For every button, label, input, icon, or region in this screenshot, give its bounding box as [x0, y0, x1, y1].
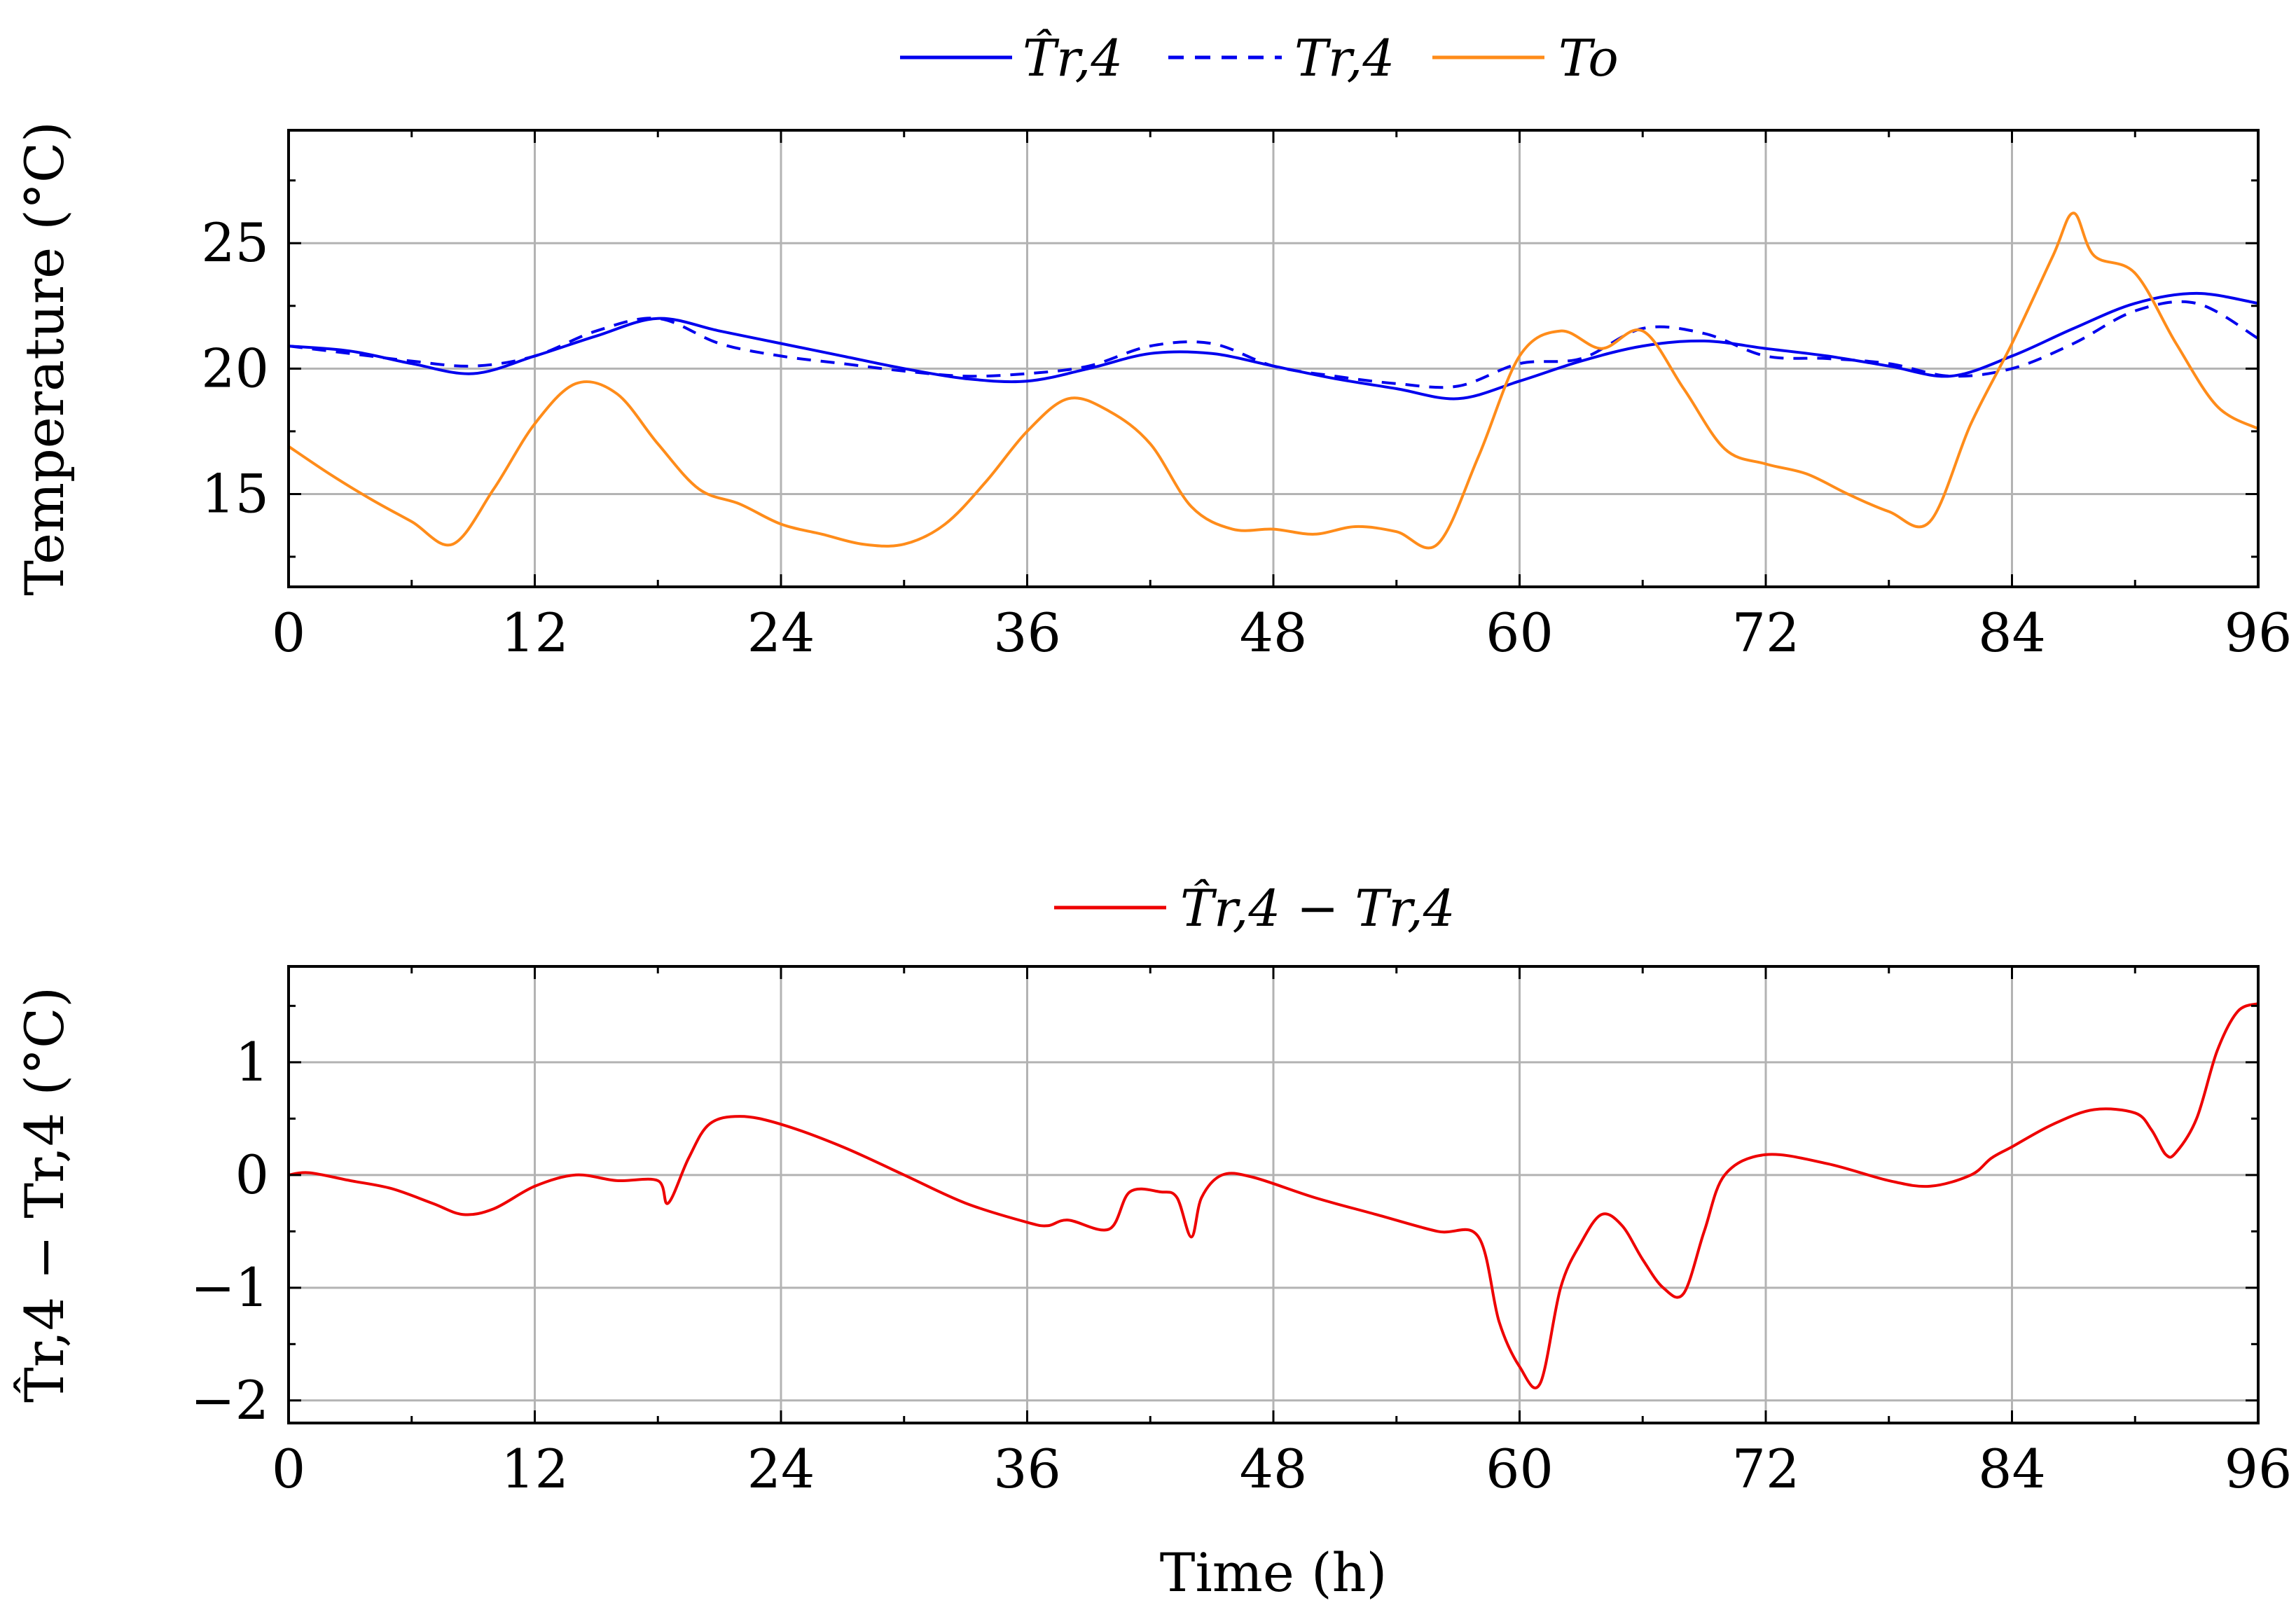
legend-label-to: To [1558, 29, 1619, 88]
x-tick-label: 24 [747, 602, 815, 664]
top-y-tick-labels: 15 20 25 [201, 211, 269, 525]
y-tick-label: 1 [235, 1031, 269, 1093]
x-tick-label: 84 [1978, 602, 2046, 664]
top-ticks [287, 130, 2260, 587]
bottom-x-axis-title: Time (h) [1160, 1541, 1387, 1604]
x-tick-label: 60 [1486, 1438, 1554, 1500]
legend-label-that4: T̂r,4 [1023, 28, 1123, 88]
series-line-top-1 [289, 300, 2258, 389]
x-tick-label: 36 [993, 602, 1061, 664]
y-tick-label: −2 [191, 1369, 269, 1431]
x-tick-label: 72 [1732, 1438, 1800, 1500]
x-tick-label: 60 [1486, 602, 1554, 664]
y-tick-label: −1 [191, 1256, 269, 1319]
x-tick-label: 12 [501, 1438, 569, 1500]
y-tick-label: 20 [201, 337, 269, 399]
bottom-series-group [289, 1002, 2258, 1389]
x-tick-label: 96 [2225, 602, 2292, 664]
x-tick-label: 48 [1240, 1438, 1308, 1500]
bottom-x-tick-labels: 0 12 24 36 48 60 72 84 96 [272, 1438, 2292, 1500]
bottom-y-tick-labels: −2 −1 0 1 [191, 1031, 269, 1431]
series-line-top-2 [289, 211, 2258, 550]
top-series-group [289, 211, 2258, 550]
x-tick-label: 0 [272, 602, 305, 664]
y-tick-label: 15 [201, 462, 269, 525]
top-grid [287, 130, 2260, 587]
bottom-legend: T̂r,4 − Tr,4 [1054, 878, 1455, 938]
x-tick-label: 72 [1732, 602, 1800, 664]
x-tick-label: 96 [2225, 1438, 2292, 1500]
bottom-y-axis-title: T̂r,4 − Tr,4 (°C) [13, 987, 76, 1403]
y-tick-label: 25 [201, 211, 269, 274]
x-tick-label: 24 [747, 1438, 815, 1500]
top-x-tick-labels: 0 12 24 36 48 60 72 84 96 [272, 602, 2292, 664]
series-line-bot-0 [289, 1002, 2258, 1389]
x-tick-label: 84 [1978, 1438, 2046, 1500]
x-tick-label: 0 [272, 1438, 305, 1500]
bottom-ticks [287, 966, 2260, 1423]
bottom-panel: 0 12 24 36 48 60 72 84 96 −2 −1 0 1 T̂r,4 − Tr,4 (°… [13, 878, 2292, 1604]
legend-label-diff: T̂r,4 − Tr,4 [1180, 878, 1455, 938]
top-panel: 0 12 24 36 48 60 72 84 96 15 20 25 Temperature (°C… [13, 28, 2292, 664]
top-y-axis-title: Temperature (°C) [13, 121, 76, 596]
legend-label-t4: Tr,4 [1294, 29, 1395, 88]
top-legend: T̂r,4 Tr,4 To [900, 28, 1619, 88]
x-tick-label: 12 [501, 602, 569, 664]
x-tick-label: 48 [1240, 602, 1308, 664]
y-tick-label: 0 [235, 1144, 269, 1206]
x-tick-label: 36 [993, 1438, 1061, 1500]
bottom-grid [287, 966, 2260, 1423]
